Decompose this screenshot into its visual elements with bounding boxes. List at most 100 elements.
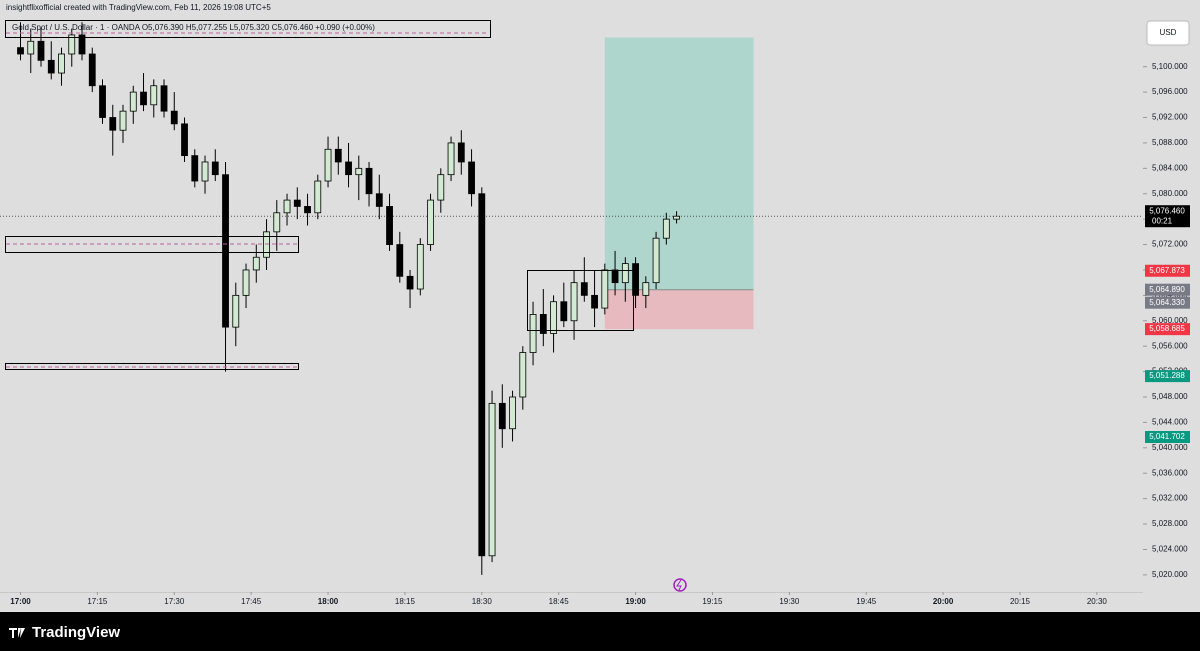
candle-body: [662, 218, 670, 239]
x-tick-label: 19:30: [779, 597, 800, 606]
candle-body: [109, 117, 117, 131]
candle-body: [334, 148, 342, 163]
candle-body: [570, 282, 578, 322]
candle-body: [160, 85, 168, 112]
footer-band: [0, 612, 1200, 651]
candle-body: [150, 85, 158, 106]
y-tick-label: 5,044.000: [1152, 418, 1188, 427]
candle-body: [457, 142, 465, 163]
candle-body: [550, 301, 557, 334]
x-tick-label: 20:15: [1010, 597, 1031, 606]
currency: USD: [1160, 28, 1177, 37]
credit: insightflixofficial created with Trading…: [6, 3, 271, 12]
y-tick-label: 5,072.000: [1152, 240, 1188, 249]
candle-body: [560, 301, 568, 322]
candle-body: [304, 206, 311, 214]
y-tick-label: 5,024.000: [1152, 545, 1188, 554]
candle-body: [47, 59, 55, 74]
candle-body: [283, 199, 291, 214]
brand: TradingView: [32, 624, 120, 641]
event-icon: [673, 578, 687, 592]
candle-body: [498, 402, 506, 430]
candle-body: [273, 212, 281, 233]
y-tick-label: 5,028.000: [1152, 519, 1188, 528]
candle-body: [519, 352, 527, 398]
y-tick-label: 5,084.000: [1152, 163, 1188, 172]
candle-body: [468, 161, 475, 195]
drawn-zone: [5, 363, 299, 370]
candle-body: [140, 91, 147, 106]
loss-zone: [604, 289, 754, 330]
candle-body: [242, 269, 250, 296]
logo-mark: [9, 628, 25, 638]
candle-body: [88, 53, 96, 87]
x-tick-label: 18:00: [318, 597, 339, 606]
candle-body: [170, 110, 178, 125]
candle-body: [591, 294, 598, 309]
candle-body: [509, 396, 516, 430]
x-tick-label: 17:30: [164, 597, 185, 606]
candle-body: [365, 167, 373, 195]
drawn-zone: [527, 270, 634, 331]
candle-body: [437, 174, 445, 201]
y-tick-label: 5,096.000: [1152, 87, 1188, 96]
price-tag-label: 5,058.685: [1149, 324, 1185, 333]
candle-body: [621, 263, 629, 284]
x-tick-label: 17:15: [87, 597, 108, 606]
x-tick-label: 17:45: [241, 597, 262, 606]
candle-body: [68, 34, 76, 55]
price-tag: [1145, 296, 1190, 309]
chart-background: [0, 0, 1200, 612]
candle-body: [539, 314, 547, 334]
candle-body: [386, 206, 393, 245]
price-tag: [1145, 370, 1190, 383]
candle-body: [673, 215, 680, 220]
candle-body: [396, 244, 404, 277]
candle-body: [252, 256, 260, 271]
candle-body: [324, 148, 332, 182]
price-tag-label: 5,041.702: [1149, 432, 1185, 441]
legend: Gold Spot / U.S. Dollar · 1 · OANDA O5,0…: [12, 23, 375, 32]
candle-body: [447, 142, 455, 176]
candle-body: [642, 282, 650, 296]
price-tag: [1145, 264, 1190, 277]
candle-body: [78, 34, 86, 55]
price-tag: [1145, 283, 1190, 296]
candle-body: [201, 161, 209, 182]
x-tick-label: 18:45: [549, 597, 570, 606]
price-tag-label: 5,067.873: [1149, 266, 1185, 275]
x-tick-label: 19:00: [625, 597, 646, 606]
y-tick-label: 5,092.000: [1152, 113, 1188, 122]
candle-body: [99, 85, 106, 118]
x-tick-label: 19:45: [856, 597, 877, 606]
candle-body: [632, 263, 639, 296]
candle-body: [232, 294, 240, 328]
y-tick-label: 5,036.000: [1152, 468, 1188, 477]
drawn-zone: [5, 236, 299, 253]
candle-body: [478, 193, 486, 557]
y-tick-label: 5,032.000: [1152, 494, 1188, 503]
candle-body: [129, 91, 137, 112]
price-tag-label: 5,064.330: [1149, 298, 1185, 307]
price-tag: [1145, 205, 1190, 228]
event-icon: [676, 579, 682, 591]
y-tick-label: 5,088.000: [1152, 138, 1188, 147]
x-tick-label: 19:15: [702, 597, 723, 606]
candle-body: [580, 282, 588, 296]
y-tick-label: 5,020.000: [1152, 570, 1188, 579]
price-tag: [1145, 431, 1190, 444]
candle-body: [375, 193, 383, 207]
candle-body: [406, 275, 414, 290]
candle-body: [488, 402, 496, 557]
candle-body: [181, 123, 188, 157]
candle-body: [211, 161, 219, 176]
price-tag: [1145, 323, 1190, 336]
x-tick-label: 20:30: [1087, 597, 1108, 606]
x-tick-label: 18:15: [395, 597, 416, 606]
profit-zone: [604, 37, 754, 290]
y-tick-label: 5,040.000: [1152, 443, 1188, 452]
x-tick-label: 20:00: [933, 597, 954, 606]
candle-body: [529, 314, 537, 353]
y-tick-label: 5,048.000: [1152, 392, 1188, 401]
